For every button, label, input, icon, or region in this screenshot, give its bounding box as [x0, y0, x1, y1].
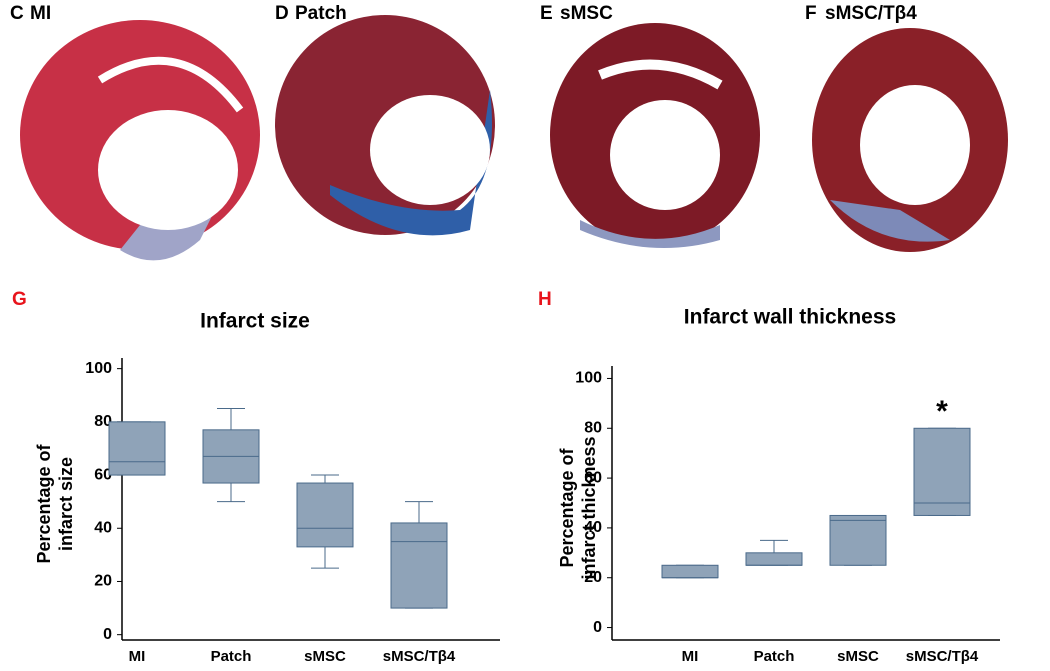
x-tick-label: sMSC: [837, 648, 879, 665]
box: [296, 482, 354, 548]
x-tick-label: MI: [129, 648, 146, 665]
histology-image: [275, 15, 495, 236]
panel-label: MI: [30, 3, 51, 24]
histology-image: [20, 20, 260, 261]
x-tick-label: sMSC: [304, 648, 346, 665]
histology-image: [550, 23, 760, 248]
panel-letter: C: [10, 3, 24, 24]
histology-image: [812, 28, 1008, 252]
y-tick-label: 80: [584, 419, 602, 436]
y-tick-label: 80: [94, 413, 112, 430]
y-axis-label-line: infarct thickness: [579, 436, 599, 579]
x-tick-label: Patch: [211, 648, 252, 665]
box: [108, 421, 166, 476]
box: [661, 564, 719, 579]
panel-label: Patch: [295, 3, 347, 24]
y-tick-label: 100: [85, 360, 112, 377]
chart-title: Infarct size: [200, 310, 310, 333]
panel-label: sMSC: [560, 3, 613, 24]
panel-letter: E: [540, 3, 553, 24]
y-tick-label: 60: [94, 466, 112, 483]
x-tick-label: Patch: [754, 648, 795, 665]
x-tick-label: MI: [682, 648, 699, 665]
panel-letter: G: [12, 289, 27, 310]
x-tick-label: sMSC/Tβ4: [906, 648, 979, 665]
y-tick-label: 60: [584, 469, 602, 486]
panel-label: sMSC/Tβ4: [825, 3, 917, 24]
y-tick-label: 100: [575, 370, 602, 387]
y-tick-label: 0: [593, 619, 602, 636]
y-axis-label: Percentage of infarct thickness: [557, 436, 599, 579]
panel-letter: F: [805, 3, 817, 24]
y-axis-label-line: Percentage of: [557, 447, 577, 567]
y-tick-label: 20: [94, 573, 112, 590]
y-axis-label: Percentage of infarct size: [34, 443, 76, 563]
y-axis-label-line: Percentage of: [34, 443, 54, 563]
box: [829, 514, 887, 566]
box: [745, 552, 803, 566]
box: [913, 427, 971, 516]
y-tick-label: 20: [584, 569, 602, 586]
annotation: *: [936, 395, 948, 428]
y-tick-label: 0: [103, 626, 112, 643]
panel-letter: D: [275, 3, 289, 24]
panel-letter: H: [538, 289, 552, 310]
y-tick-label: 40: [94, 519, 112, 536]
y-tick-label: 40: [584, 519, 602, 536]
chart-title: Infarct wall thickness: [684, 306, 896, 329]
box: [390, 522, 448, 609]
x-tick-label: sMSC/Tβ4: [383, 648, 456, 665]
y-axis-label-line: infarct size: [56, 457, 76, 551]
